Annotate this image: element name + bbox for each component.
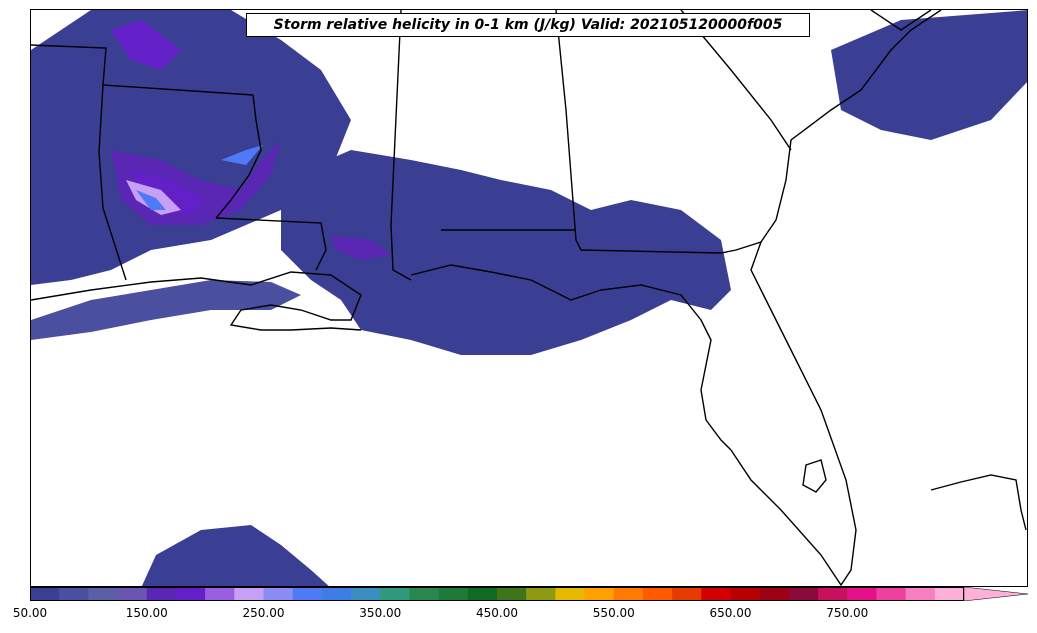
colorbar-cell bbox=[730, 587, 761, 601]
colorbar-cell bbox=[88, 587, 118, 601]
lake-okeechobee bbox=[802, 459, 827, 493]
colorbar-cell bbox=[788, 587, 819, 601]
helicity-core-louisiana bbox=[331, 235, 391, 260]
state-border-alabama-georgia bbox=[555, 10, 762, 254]
colorbar-cell bbox=[467, 587, 498, 601]
coastline-bahamas bbox=[930, 474, 1027, 531]
colorbar-cell bbox=[146, 587, 177, 601]
map-panel bbox=[30, 9, 1028, 587]
colorbar-tick-label: 50.00 bbox=[12, 606, 48, 620]
colorbar-cell bbox=[175, 587, 206, 601]
colorbar-extend-arrow bbox=[963, 587, 1029, 601]
helicity-field-northwest bbox=[31, 10, 351, 285]
boundary-layer bbox=[31, 10, 1027, 586]
colorbar-cell bbox=[847, 587, 877, 601]
colorbar-cell bbox=[672, 587, 702, 601]
colorbar-tick-label: 450.00 bbox=[476, 606, 518, 620]
state-border-georgia-carolina bbox=[680, 10, 792, 151]
helicity-field-southeast bbox=[831, 10, 1027, 140]
colorbar-cell bbox=[292, 587, 323, 601]
colorbar-cell bbox=[497, 587, 527, 601]
helicity-field-west-band bbox=[31, 280, 301, 340]
colorbar-cell bbox=[642, 587, 673, 601]
colorbar-cell bbox=[555, 587, 585, 601]
colorbar-outline bbox=[30, 587, 964, 601]
helicity-core-upper bbox=[111, 20, 181, 70]
colorbar-cell bbox=[818, 587, 848, 601]
colorbar-cell bbox=[234, 587, 264, 601]
colorbar-tick-label: 550.00 bbox=[592, 606, 635, 620]
colorbar-cells bbox=[30, 587, 965, 601]
state-border-texas-arkansas bbox=[98, 84, 127, 281]
colorbar-cell bbox=[876, 587, 907, 601]
coastline-gulf bbox=[31, 264, 732, 451]
state-border-oklahoma-kansas bbox=[31, 44, 254, 96]
coastline-florida-peninsula bbox=[730, 10, 942, 586]
helicity-core-blue bbox=[136, 190, 166, 210]
colorbar-cell bbox=[59, 587, 89, 601]
colorbar-cell bbox=[438, 587, 469, 601]
colorbar-tick-label: 250.00 bbox=[242, 606, 285, 620]
colorbar-tick-label: 150.00 bbox=[125, 606, 168, 620]
colorbar-cell bbox=[30, 587, 60, 601]
colorbar-cell bbox=[584, 587, 615, 601]
helicity-field-south bbox=[141, 525, 329, 586]
state-border-mississippi-alabama bbox=[390, 10, 412, 281]
map-title: Storm relative helicity in 0-1 km (J/kg)… bbox=[246, 13, 810, 37]
colorbar-cell bbox=[905, 587, 936, 601]
colorbar-tick-label: 750.00 bbox=[826, 606, 869, 620]
colorbar-cell bbox=[409, 587, 440, 601]
coastline-east bbox=[870, 10, 932, 31]
state-border-arkansas-louisiana bbox=[215, 217, 327, 271]
colorbar-cell bbox=[759, 587, 790, 601]
colorbar-cell bbox=[263, 587, 294, 601]
colorbar-tick-label: 350.00 bbox=[359, 606, 402, 620]
colorbar-cell bbox=[205, 587, 235, 601]
colorbar bbox=[30, 587, 1029, 601]
helicity-core-blue-north bbox=[221, 145, 263, 165]
state-border-mississippi-river bbox=[215, 94, 262, 219]
helicity-map bbox=[31, 10, 1027, 586]
helicity-field-central bbox=[281, 150, 731, 355]
colorbar-cell bbox=[934, 587, 965, 601]
colorbar-tick-label: 650.00 bbox=[709, 606, 752, 620]
colorbar-cell bbox=[613, 587, 644, 601]
colorbar-cell bbox=[351, 587, 381, 601]
colorbar-cell bbox=[701, 587, 731, 601]
colorbar-cell bbox=[117, 587, 148, 601]
colorbar-cell bbox=[526, 587, 556, 601]
colorbar-cell bbox=[321, 587, 352, 601]
helicity-fill-layer bbox=[31, 10, 1027, 586]
colorbar-cell bbox=[380, 587, 410, 601]
